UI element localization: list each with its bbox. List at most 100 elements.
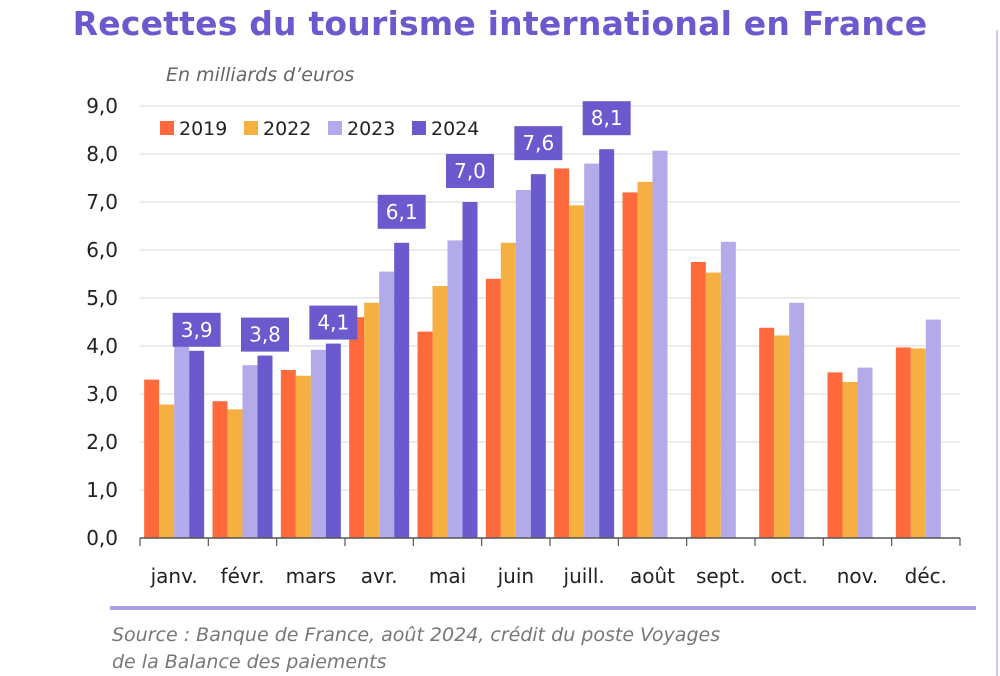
x-tick-label: juill. xyxy=(563,564,605,588)
bar-2023 xyxy=(789,302,805,538)
y-tick-label: 7,0 xyxy=(86,190,118,214)
bar-2019 xyxy=(212,401,228,538)
bar-2019 xyxy=(485,278,501,538)
bar-2023 xyxy=(379,271,395,538)
bar-2022 xyxy=(637,181,653,538)
data-label-text: 4,1 xyxy=(317,311,349,335)
y-tick-label: 8,0 xyxy=(86,142,118,166)
bar-2024 xyxy=(462,202,478,538)
bar-2024 xyxy=(599,149,615,538)
bar-2019 xyxy=(690,262,706,538)
y-tick-label: 1,0 xyxy=(86,478,118,502)
x-axis xyxy=(139,537,961,546)
x-tick-label: févr. xyxy=(221,564,265,588)
bar-2019 xyxy=(827,372,843,538)
x-tick-label: déc. xyxy=(905,564,947,588)
bar-2023 xyxy=(925,319,941,538)
x-tick-label: avr. xyxy=(361,564,398,588)
data-label: 7,0 xyxy=(446,154,494,188)
legend-label: 2022 xyxy=(263,118,311,140)
bar-2022 xyxy=(705,272,721,538)
bar-2022 xyxy=(569,205,585,539)
divider xyxy=(110,606,976,610)
x-tick-label: oct. xyxy=(770,564,807,588)
y-tick-label: 3,0 xyxy=(86,382,118,406)
y-tick-label: 5,0 xyxy=(86,286,118,310)
chart-title: Recettes du tourisme international en Fr… xyxy=(72,4,928,43)
y-tick-label: 9,0 xyxy=(86,94,118,118)
source-line-1: Source : Banque de France, août 2024, cr… xyxy=(112,624,721,646)
data-labels: 3,9 3,8 4,1 6,1 7,0 7,6 8,1 xyxy=(172,101,631,352)
bar-2023 xyxy=(857,367,873,538)
y-tick-label: 4,0 xyxy=(86,334,118,358)
bar-2022 xyxy=(364,302,380,538)
data-label-text: 3,9 xyxy=(181,318,213,342)
bar-2019 xyxy=(554,168,570,538)
chart-unit-subtitle: En milliards d’euros xyxy=(166,64,355,86)
legend: 2019 2022 2023 2024 xyxy=(160,118,479,140)
data-label: 3,9 xyxy=(172,312,221,347)
y-tick-label: 2,0 xyxy=(86,430,118,454)
bar-2019 xyxy=(349,317,365,538)
data-label-box xyxy=(172,312,221,347)
bar-2023 xyxy=(447,240,463,538)
data-label-text: 7,6 xyxy=(522,131,554,155)
bar-2022 xyxy=(159,404,175,538)
legend-label: 2019 xyxy=(179,118,227,140)
bar-2019 xyxy=(417,331,433,538)
y-tick-label: 0,0 xyxy=(86,526,118,550)
legend-swatch-2024 xyxy=(412,121,426,135)
data-label: 8,1 xyxy=(582,101,631,136)
bar-2022 xyxy=(910,348,926,538)
data-label: 4,1 xyxy=(309,305,358,340)
data-label-text: 7,0 xyxy=(454,159,486,183)
data-label-text: 3,8 xyxy=(249,323,281,347)
bar-2019 xyxy=(280,370,296,538)
legend-label: 2023 xyxy=(347,118,395,140)
data-label-box xyxy=(514,126,563,161)
x-tick-label: nov. xyxy=(837,564,879,588)
data-label: 3,8 xyxy=(241,317,289,352)
bars xyxy=(144,149,941,539)
source-line-2: de la Balance des paiements xyxy=(112,651,387,673)
bar-2022 xyxy=(500,242,516,539)
x-tick-label: mars xyxy=(286,564,336,588)
bar-2022 xyxy=(432,286,448,538)
bar-2023 xyxy=(174,335,190,538)
legend-swatch-2023 xyxy=(328,121,342,135)
y-axis-tick-labels: 0,0 1,0 2,0 3,0 4,0 5,0 6,0 7,0 8,0 9,0 xyxy=(86,94,118,550)
data-label-text: 6,1 xyxy=(386,200,418,224)
bar-2022 xyxy=(227,409,243,538)
right-border xyxy=(996,30,998,676)
legend-label: 2024 xyxy=(431,118,479,140)
x-tick-label: juin xyxy=(497,564,534,588)
bar-2019 xyxy=(622,192,638,538)
data-label-box xyxy=(582,101,631,136)
bar-2024 xyxy=(530,174,546,538)
bar-2023 xyxy=(310,349,326,538)
bar-2023 xyxy=(720,241,736,538)
y-tick-label: 6,0 xyxy=(86,238,118,262)
data-label: 7,6 xyxy=(514,126,563,161)
bar-2019 xyxy=(144,379,160,538)
bar-2023 xyxy=(242,365,258,538)
bar-2024 xyxy=(325,343,341,538)
bar-2023 xyxy=(652,150,668,538)
x-axis-tick-labels: janv. févr. mars avr. mai juin juill. août sept.… xyxy=(150,564,947,588)
bar-2024 xyxy=(189,350,205,538)
x-tick-label: janv. xyxy=(150,564,198,588)
bar-2022 xyxy=(774,335,790,538)
bar-2024 xyxy=(257,355,273,538)
data-label-box xyxy=(446,154,494,188)
legend-swatch-2019 xyxy=(160,121,174,135)
x-tick-label: août xyxy=(630,564,675,588)
data-label-text: 8,1 xyxy=(591,106,623,130)
bar-2019 xyxy=(759,327,775,538)
grid-lines xyxy=(140,105,960,491)
data-label-box xyxy=(377,194,426,229)
bar-2019 xyxy=(895,347,911,538)
legend-swatch-2022 xyxy=(244,121,258,135)
bar-2022 xyxy=(842,382,858,538)
x-tick-label: mai xyxy=(429,564,466,588)
